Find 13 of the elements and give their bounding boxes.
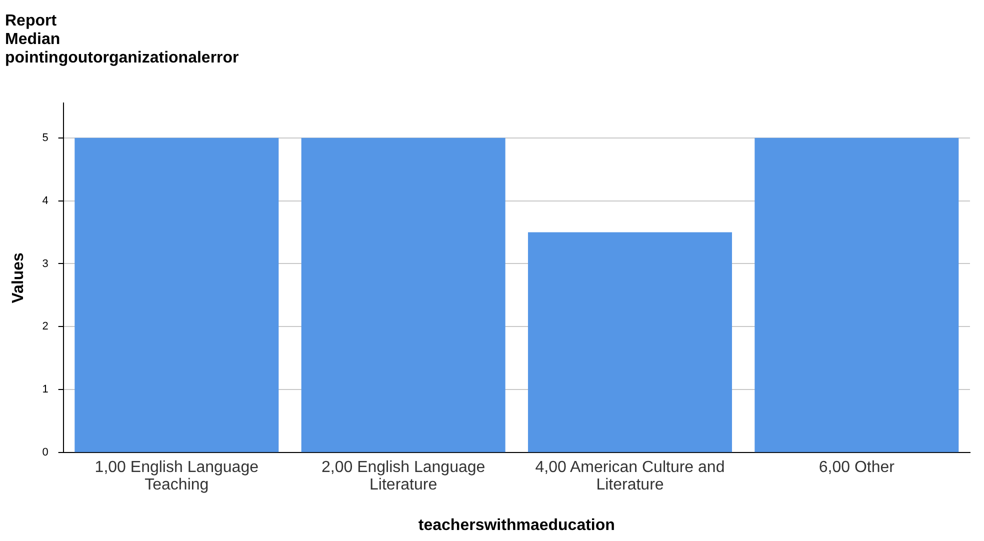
x-tick-label: 4,00 American Culture and Literature [535,458,725,494]
y-tick-label: 0 [42,446,48,459]
y-tick-label: 4 [42,194,48,207]
y-axis-title: Values [10,252,28,304]
y-tick-label: 3 [42,258,48,270]
y-tick-label: 2 [42,320,48,333]
x-tick-label: 2,00 English Language Literature [321,458,486,494]
x-tick-label: 6,00 Other [818,458,896,476]
x-axis-title: teacherswithmaeducation [418,516,615,534]
x-tick-label: 1,00 English Language Teaching [94,458,259,494]
y-tick-label: 1 [42,384,48,396]
y-tick-label: 5 [42,132,48,144]
chart-title: Report Median pointingoutorganizationalerror [5,12,239,66]
